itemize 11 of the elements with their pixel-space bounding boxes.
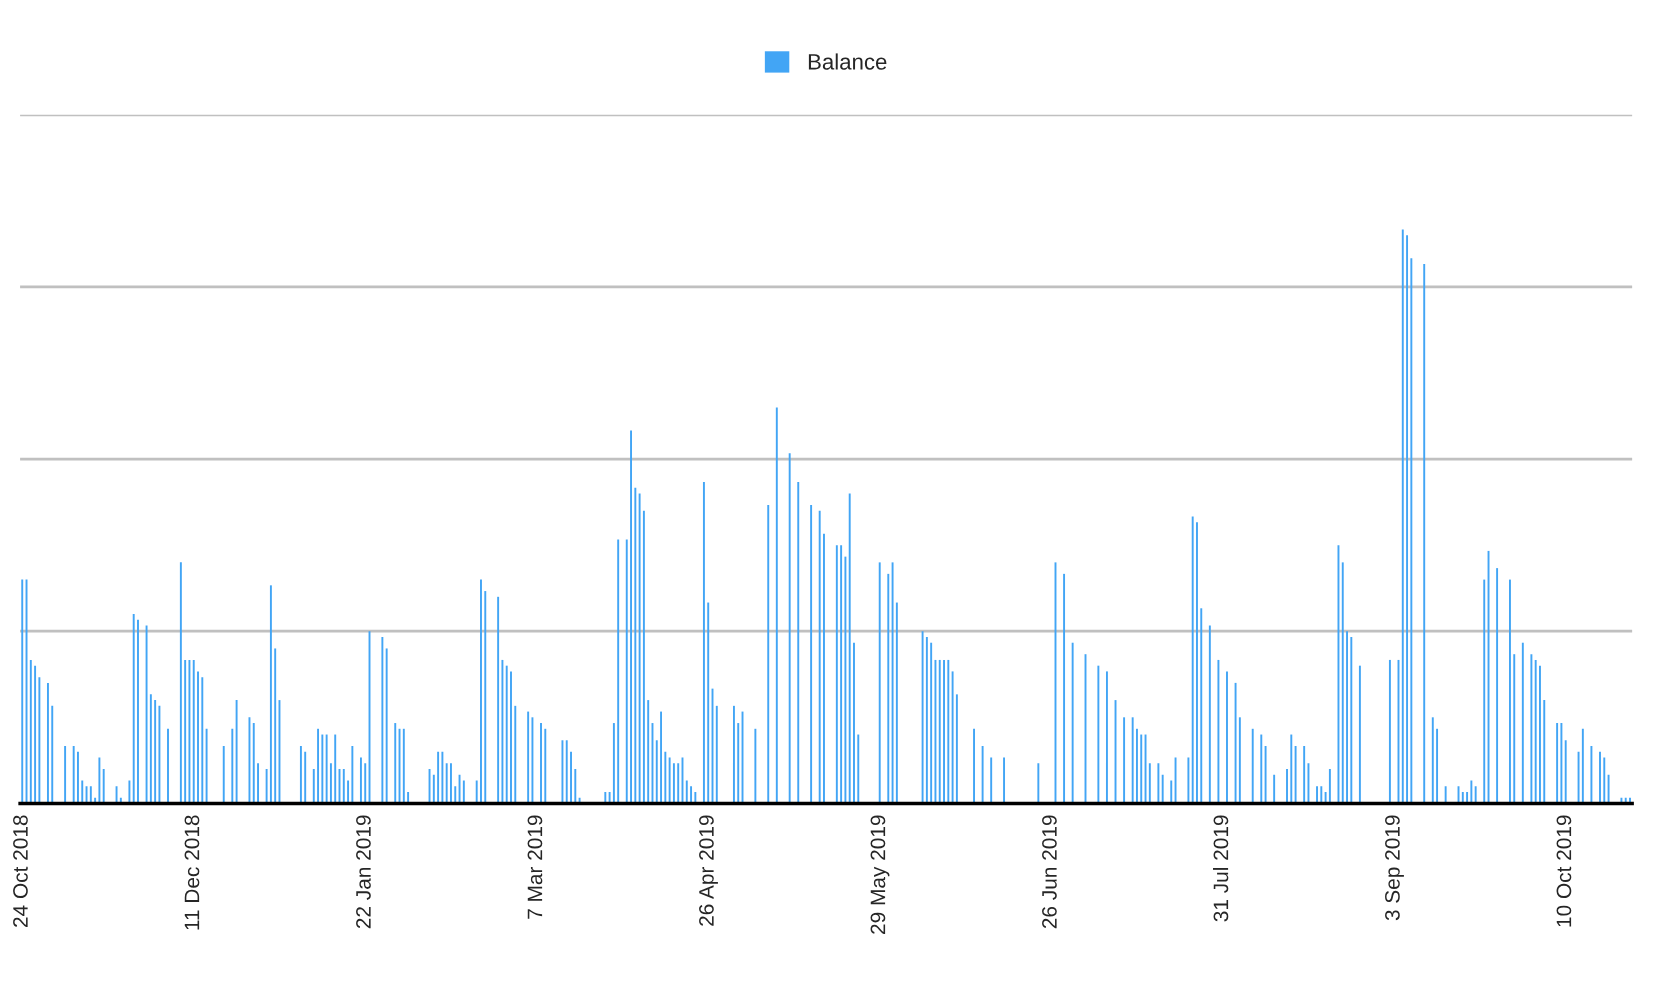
- x-tick-label: 3 Sep 2019: [1385, 815, 1404, 921]
- x-tick-label: 29 May 2019: [870, 815, 890, 934]
- legend-label: Balance: [808, 53, 887, 70]
- x-tick-label: 26 Apr 2019: [699, 815, 718, 926]
- x-tick-label: 10 Oct 2019: [1556, 815, 1572, 927]
- x-tick-label: 26 Jun 2019: [1042, 815, 1057, 929]
- x-tick-label: 24 Oct 2018: [13, 815, 28, 927]
- x-tick-label: 11 Dec 2018: [184, 815, 200, 930]
- x-tick-label: 31 Jul 2019: [1212, 815, 1229, 922]
- x-tick-label: 7 Mar 2019: [527, 815, 543, 919]
- x-tick-label: 22 Jan 2019: [356, 815, 371, 929]
